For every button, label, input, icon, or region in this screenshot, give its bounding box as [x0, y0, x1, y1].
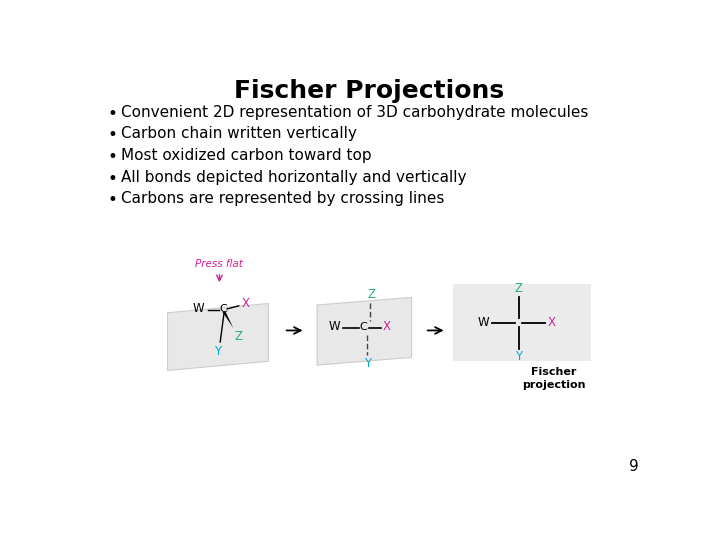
Text: Y: Y: [364, 356, 371, 369]
Text: Z: Z: [367, 288, 375, 301]
Bar: [453, 284, 590, 361]
Text: •: •: [107, 126, 117, 144]
Text: •: •: [107, 170, 117, 187]
Polygon shape: [168, 303, 269, 370]
Text: Y: Y: [214, 345, 220, 358]
Text: •: •: [107, 191, 117, 209]
Text: 9: 9: [629, 460, 639, 475]
Polygon shape: [317, 298, 412, 365]
Polygon shape: [222, 312, 233, 328]
Text: Press flat: Press flat: [196, 259, 243, 269]
Text: Most oxidized carbon toward top: Most oxidized carbon toward top: [121, 148, 372, 163]
Text: W: W: [477, 316, 489, 329]
Text: X: X: [548, 316, 556, 329]
Text: Z: Z: [235, 330, 243, 343]
Text: Fischer
projection: Fischer projection: [522, 367, 585, 390]
Text: C: C: [220, 304, 228, 314]
Text: Fischer Projections: Fischer Projections: [234, 79, 504, 103]
Text: •: •: [107, 105, 117, 123]
Text: X: X: [242, 297, 250, 310]
Text: Carbons are represented by crossing lines: Carbons are represented by crossing line…: [121, 191, 444, 206]
Text: All bonds depicted horizontally and vertically: All bonds depicted horizontally and vert…: [121, 170, 467, 185]
Text: Convenient 2D representation of 3D carbohydrate molecules: Convenient 2D representation of 3D carbo…: [121, 105, 588, 120]
Text: •: •: [107, 148, 117, 166]
Text: Y: Y: [515, 350, 522, 363]
Text: W: W: [193, 302, 204, 315]
Text: Carbon chain written vertically: Carbon chain written vertically: [121, 126, 357, 141]
Text: X: X: [383, 320, 391, 333]
Text: W: W: [329, 320, 341, 333]
Text: Z: Z: [515, 282, 523, 295]
Text: C: C: [359, 322, 366, 332]
